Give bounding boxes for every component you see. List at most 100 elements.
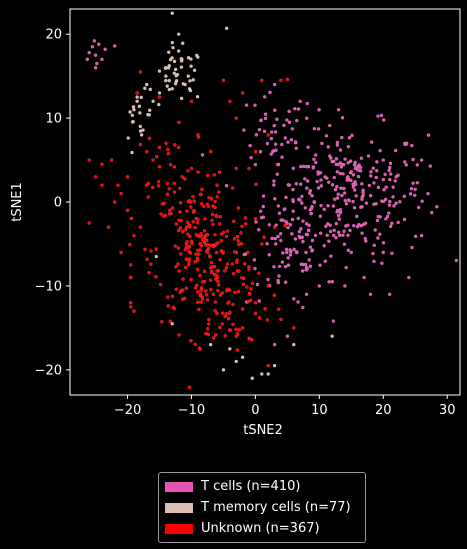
point-t-cells xyxy=(296,216,300,221)
point-unknown xyxy=(205,250,210,254)
point-t-memory-cells xyxy=(170,86,175,91)
point-t-cells xyxy=(200,153,205,157)
point-unknown xyxy=(244,221,248,226)
point-t-memory-cells xyxy=(176,49,181,53)
point-t-cells xyxy=(383,197,388,202)
point-t-memory-cells xyxy=(330,334,334,339)
point-t-cells xyxy=(346,198,351,202)
point-t-cells xyxy=(286,263,291,267)
point-t-cells xyxy=(332,159,336,164)
point-unknown xyxy=(198,234,202,239)
point-t-cells xyxy=(341,162,346,167)
legend-swatch-unknown xyxy=(165,523,193,534)
point-unknown xyxy=(234,166,238,171)
point-unknown xyxy=(199,288,203,293)
point-unknown xyxy=(248,298,253,303)
point-t-cells xyxy=(254,220,258,224)
point-t-cells xyxy=(103,47,107,52)
point-t-cells xyxy=(269,152,274,156)
point-t-cells xyxy=(388,161,393,166)
point-unknown xyxy=(216,241,220,245)
point-unknown xyxy=(174,264,178,269)
point-t-memory-cells xyxy=(164,78,168,83)
point-t-cells xyxy=(337,233,342,237)
point-unknown xyxy=(189,277,193,282)
point-t-cells xyxy=(303,177,307,181)
point-t-cells xyxy=(349,250,354,255)
point-unknown xyxy=(223,269,227,273)
point-t-cells xyxy=(368,292,373,297)
point-t-cells xyxy=(258,149,263,154)
point-t-cells xyxy=(288,248,292,252)
point-unknown xyxy=(266,133,270,137)
point-unknown xyxy=(154,275,158,279)
point-unknown xyxy=(119,250,123,255)
point-t-cells xyxy=(306,228,311,233)
point-t-cells xyxy=(290,217,295,222)
point-t-memory-cells xyxy=(167,87,172,92)
point-unknown xyxy=(166,147,170,152)
point-unknown xyxy=(272,225,277,229)
point-t-cells xyxy=(361,193,365,198)
point-unknown xyxy=(253,217,258,221)
point-t-cells xyxy=(327,239,331,243)
point-t-cells xyxy=(265,241,269,246)
point-t-cells xyxy=(97,42,101,46)
point-unknown xyxy=(159,212,163,216)
point-unknown xyxy=(184,257,189,261)
point-unknown xyxy=(188,224,192,228)
point-t-cells xyxy=(375,168,379,173)
point-unknown xyxy=(93,175,98,179)
point-t-cells xyxy=(280,155,284,159)
point-unknown xyxy=(218,214,223,219)
point-t-memory-cells xyxy=(141,128,145,132)
point-t-memory-cells xyxy=(135,99,139,104)
point-unknown xyxy=(168,162,173,167)
point-t-cells xyxy=(275,172,280,176)
point-t-cells xyxy=(408,192,413,196)
point-t-cells xyxy=(332,197,337,202)
point-t-cells xyxy=(357,163,361,167)
point-unknown xyxy=(234,327,238,332)
point-t-cells xyxy=(394,201,398,205)
point-unknown xyxy=(144,149,149,154)
point-t-cells xyxy=(293,106,297,111)
point-t-cells xyxy=(292,297,296,301)
point-t-cells xyxy=(322,243,326,248)
point-t-cells xyxy=(294,181,299,186)
point-t-cells xyxy=(257,299,262,303)
point-t-memory-cells xyxy=(240,355,245,359)
point-unknown xyxy=(231,186,235,190)
point-t-memory-cells xyxy=(139,133,144,137)
point-unknown xyxy=(212,173,216,177)
point-unknown xyxy=(132,309,136,313)
point-t-cells xyxy=(410,245,414,250)
point-unknown xyxy=(191,209,196,214)
point-t-cells xyxy=(305,179,310,183)
point-t-cells xyxy=(298,182,303,186)
point-t-cells xyxy=(410,143,414,148)
point-t-cells xyxy=(291,166,296,171)
point-unknown xyxy=(87,221,91,225)
point-t-cells xyxy=(271,149,275,154)
point-t-cells xyxy=(337,217,342,221)
point-t-cells xyxy=(376,236,380,240)
point-t-cells xyxy=(381,177,386,182)
point-t-cells xyxy=(376,214,380,219)
point-unknown xyxy=(188,251,193,255)
point-t-cells xyxy=(305,101,310,106)
point-t-cells xyxy=(277,264,282,269)
point-unknown xyxy=(235,258,239,262)
point-unknown xyxy=(168,319,173,323)
point-t-memory-cells xyxy=(171,45,175,50)
point-unknown xyxy=(272,293,277,298)
point-t-memory-cells xyxy=(179,65,184,69)
point-t-cells xyxy=(309,211,313,216)
point-unknown xyxy=(183,228,188,232)
point-t-cells xyxy=(331,204,336,208)
point-unknown xyxy=(206,242,210,247)
point-unknown xyxy=(223,314,227,319)
point-unknown xyxy=(213,242,218,247)
point-t-cells xyxy=(348,159,353,163)
point-t-cells xyxy=(311,166,316,170)
